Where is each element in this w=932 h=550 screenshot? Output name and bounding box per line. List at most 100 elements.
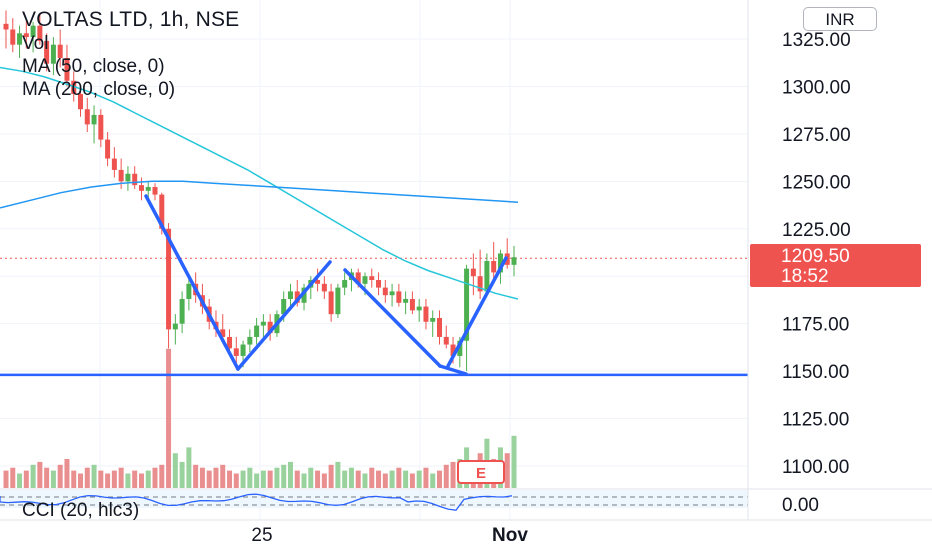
candle	[84, 109, 90, 125]
indicator-ma50[interactable]: MA (50, close, 0)	[22, 56, 165, 77]
candle	[186, 283, 192, 299]
candle	[477, 276, 483, 292]
volume-bar	[267, 470, 273, 488]
volume-bar	[328, 464, 334, 488]
candle	[315, 280, 321, 284]
volume-bar	[10, 467, 16, 488]
volume-bar	[220, 464, 226, 488]
candle	[335, 287, 341, 315]
volume-bar	[423, 467, 429, 488]
volume-bar	[17, 473, 23, 488]
currency-button[interactable]: INR	[803, 7, 877, 31]
cci-indicator-label[interactable]: CCI (20, hlc3)	[22, 500, 140, 521]
volume-bar	[321, 473, 327, 488]
volume-bar	[118, 467, 124, 488]
candle	[132, 173, 138, 186]
candle	[369, 276, 375, 281]
candle	[294, 291, 300, 303]
volume-bar	[98, 470, 104, 488]
volume-bar	[30, 464, 36, 488]
candle	[91, 114, 97, 125]
candle	[511, 257, 517, 265]
candle	[403, 298, 409, 303]
candle	[497, 253, 503, 273]
candle	[328, 291, 334, 315]
volume-bar	[294, 470, 300, 488]
pattern-line-1	[144, 194, 240, 371]
pattern-line-2	[236, 260, 332, 371]
candle	[301, 287, 307, 303]
volume-bar	[355, 470, 361, 488]
earnings-marker[interactable]: E	[457, 460, 505, 484]
volume-bar	[260, 470, 266, 488]
candle	[172, 323, 178, 330]
chart-legend: VOLTAS LTD, 1h, NSE Vol MA (50, close, 0…	[22, 8, 239, 101]
volume-bar	[111, 470, 117, 488]
volume-bar	[186, 447, 192, 488]
volume-bar	[315, 470, 321, 488]
indicator-ma200[interactable]: MA (200, close, 0)	[22, 79, 176, 100]
candle	[376, 280, 382, 288]
candle	[416, 306, 422, 311]
candle	[409, 298, 415, 311]
volume-bar	[138, 473, 144, 488]
volume-bar	[179, 461, 185, 488]
candle	[98, 114, 104, 140]
candle	[125, 173, 131, 182]
volume-bar	[348, 467, 354, 488]
volume-bar	[105, 473, 111, 488]
candle	[423, 306, 429, 322]
volume-bar	[436, 470, 442, 488]
y-tick-label: 1175.00	[782, 315, 849, 336]
volume-bar	[409, 473, 415, 488]
volume-bar	[504, 453, 510, 488]
candle	[17, 33, 23, 45]
candle	[159, 194, 165, 229]
volume-bar	[44, 467, 50, 488]
volume-bar	[213, 467, 219, 488]
y-tick-label: 1300.00	[782, 77, 851, 98]
y-tick-label: 1325.00	[782, 30, 851, 51]
candle	[470, 268, 476, 277]
earnings-marker-label: E	[476, 465, 486, 482]
volume-bar	[240, 470, 246, 488]
candle	[436, 317, 442, 337]
volume-bar	[37, 461, 43, 488]
candle	[227, 336, 233, 349]
y-tick-label: 1150.00	[782, 362, 849, 383]
last-price-badge: 1209.50 18:52	[750, 244, 921, 287]
volume-bar	[64, 459, 70, 488]
candle	[44, 40, 50, 64]
candle	[152, 187, 158, 195]
y-tick-label: 1225.00	[782, 220, 851, 241]
y-tick-label: 1250.00	[782, 172, 851, 193]
volume-bar	[287, 461, 293, 488]
candle	[30, 25, 36, 38]
ma50-line	[0, 66, 519, 300]
volume-bar	[199, 467, 205, 488]
volume-bar	[376, 470, 382, 488]
volume-bar	[172, 453, 178, 488]
candle	[105, 139, 111, 159]
candle	[491, 261, 497, 273]
volume-bar	[416, 470, 422, 488]
indicator-vol[interactable]: Vol	[22, 33, 49, 54]
cci-line	[0, 493, 513, 511]
x-tick-label: Nov	[492, 525, 528, 546]
candle	[50, 44, 56, 64]
candle	[111, 158, 117, 170]
candle	[23, 33, 29, 38]
volume-bar	[511, 435, 517, 488]
volume-bar	[71, 470, 77, 488]
candle	[484, 261, 490, 292]
volume-bar	[3, 470, 9, 488]
symbol-title[interactable]: VOLTAS LTD, 1h, NSE	[22, 8, 240, 31]
cci-tick-label: 0.00	[782, 495, 819, 516]
candle	[71, 80, 77, 95]
volume-bar	[166, 348, 172, 488]
candle	[118, 169, 124, 182]
candle	[179, 298, 185, 324]
pattern-line-5	[446, 256, 508, 368]
candle	[37, 25, 43, 41]
